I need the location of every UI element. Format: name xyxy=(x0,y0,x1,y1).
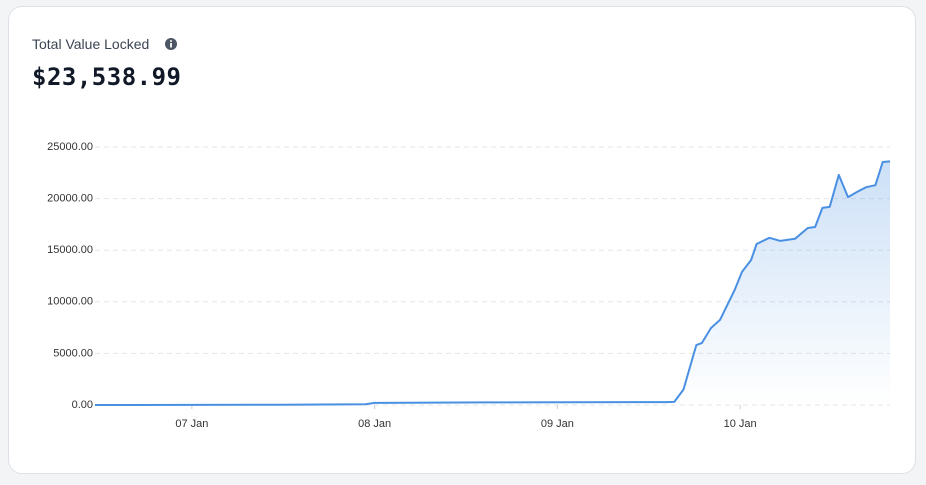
y-tick-label: 5000.00 xyxy=(53,347,93,359)
y-tick-label: 25000.00 xyxy=(47,141,93,153)
current-value: $23,538.99 xyxy=(32,63,182,91)
info-icon[interactable] xyxy=(164,37,178,51)
y-tick-label: 10000.00 xyxy=(47,296,93,308)
x-tick-label: 10 Jan xyxy=(724,418,757,430)
y-tick-label: 20000.00 xyxy=(47,193,93,205)
card-title: Total Value Locked xyxy=(32,36,150,52)
x-tick-label: 09 Jan xyxy=(541,418,574,430)
x-tick-label: 07 Jan xyxy=(175,418,208,430)
y-tick-label: 15000.00 xyxy=(47,244,93,256)
area xyxy=(95,161,890,405)
x-tick-label: 08 Jan xyxy=(358,418,391,430)
y-tick-label: 0.00 xyxy=(72,399,93,411)
line xyxy=(94,160,891,406)
